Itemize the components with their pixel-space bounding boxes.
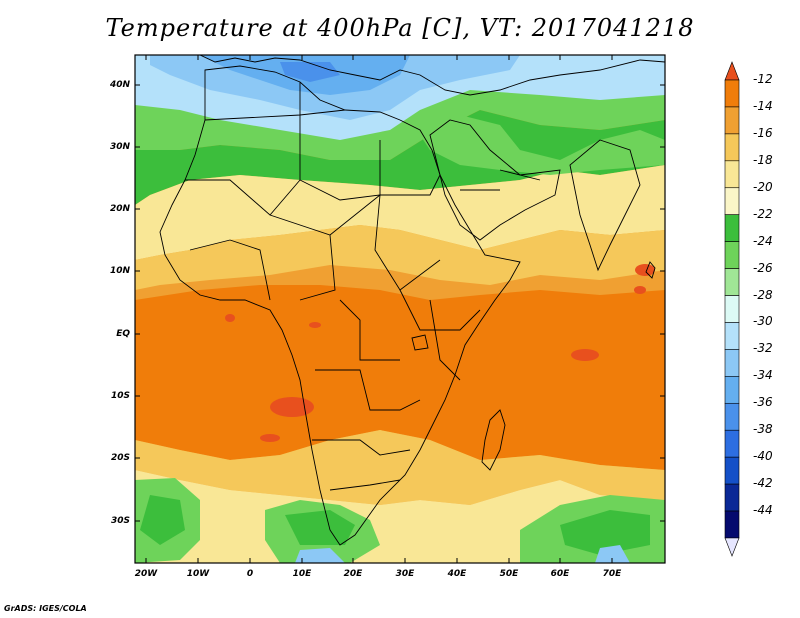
colorbar-swatch <box>724 402 740 431</box>
lon-label-70e: 70E <box>602 569 622 579</box>
colorbar-swatch <box>724 106 740 135</box>
lon-label-0: 0 <box>246 569 254 579</box>
colorbar-swatch <box>724 79 740 108</box>
colorbar-tick-label: -40 <box>753 449 773 464</box>
colorbar-tick-label: -28 <box>753 287 773 302</box>
colorbar-swatch <box>724 429 740 458</box>
lon-label-20e: 20E <box>343 569 363 579</box>
lon-label-10w: 10W <box>186 569 210 579</box>
axis-ticks <box>135 55 665 563</box>
lat-label-10n: 10N <box>109 266 130 276</box>
colorbar-tick-label: -32 <box>753 341 773 356</box>
lon-label-10e: 10E <box>292 569 312 579</box>
colorbar-tick-label: -34 <box>753 368 773 383</box>
plot-frame <box>134 54 666 564</box>
lat-label-eq: EQ <box>116 329 130 339</box>
colorbar-swatch <box>724 133 740 162</box>
colorbar-tick-label: -30 <box>753 314 773 329</box>
colorbar <box>724 61 740 557</box>
colorbar-tick-label: -16 <box>753 125 773 140</box>
colorbar-tick-label: -18 <box>753 152 773 167</box>
colorbar-swatch <box>724 322 740 350</box>
colorbar-swatch <box>724 349 740 377</box>
colorbar-swatch <box>724 376 740 404</box>
colorbar-bottom-arrow <box>724 537 740 557</box>
lon-label-20w: 20W <box>134 569 158 579</box>
chart-title: Temperature at 400hPa [C], VT: 201704121… <box>105 14 695 42</box>
colorbar-tick-label: -44 <box>753 503 773 518</box>
colorbar-swatch <box>724 160 740 189</box>
colorbar-swatch <box>724 268 740 296</box>
colorbar-tick-label: -26 <box>753 260 773 275</box>
lat-label-20n: 20N <box>109 204 130 214</box>
colorbar-top-arrow <box>724 61 740 81</box>
colorbar-swatch <box>724 241 740 269</box>
colorbar-swatch <box>724 295 740 323</box>
footer-credit: GrADS: IGES/COLA <box>4 604 87 613</box>
colorbar-swatch <box>724 510 740 539</box>
colorbar-tick-label: -14 <box>753 98 773 113</box>
lon-label-50e: 50E <box>499 569 519 579</box>
lon-label-30e: 30E <box>395 569 415 579</box>
lat-label-40n: 40N <box>109 80 130 90</box>
colorbar-tick-label: -12 <box>753 72 773 86</box>
shaded-field <box>135 55 665 563</box>
colorbar-tick-label: -20 <box>753 179 773 194</box>
colorbar-tick-label: -22 <box>753 206 773 221</box>
lat-label-10s: 10S <box>110 391 130 401</box>
coastlines <box>159 55 665 546</box>
lat-label-30n: 30N <box>109 142 130 152</box>
colorbar-tick-label: -36 <box>753 395 773 410</box>
colorbar-swatch <box>724 187 740 216</box>
colorbar-swatch <box>724 456 740 485</box>
colorbar-tick-label: -38 <box>753 422 773 437</box>
colorbar-tick-label: -42 <box>753 476 773 491</box>
colorbar-swatch <box>724 214 740 242</box>
colorbar-swatch <box>724 483 740 512</box>
lat-label-30s: 30S <box>110 516 130 526</box>
colorbar-tick-label: -24 <box>753 233 773 248</box>
lat-label-20s: 20S <box>110 453 130 463</box>
lon-label-40e: 40E <box>447 569 467 579</box>
lon-label-60e: 60E <box>550 569 570 579</box>
